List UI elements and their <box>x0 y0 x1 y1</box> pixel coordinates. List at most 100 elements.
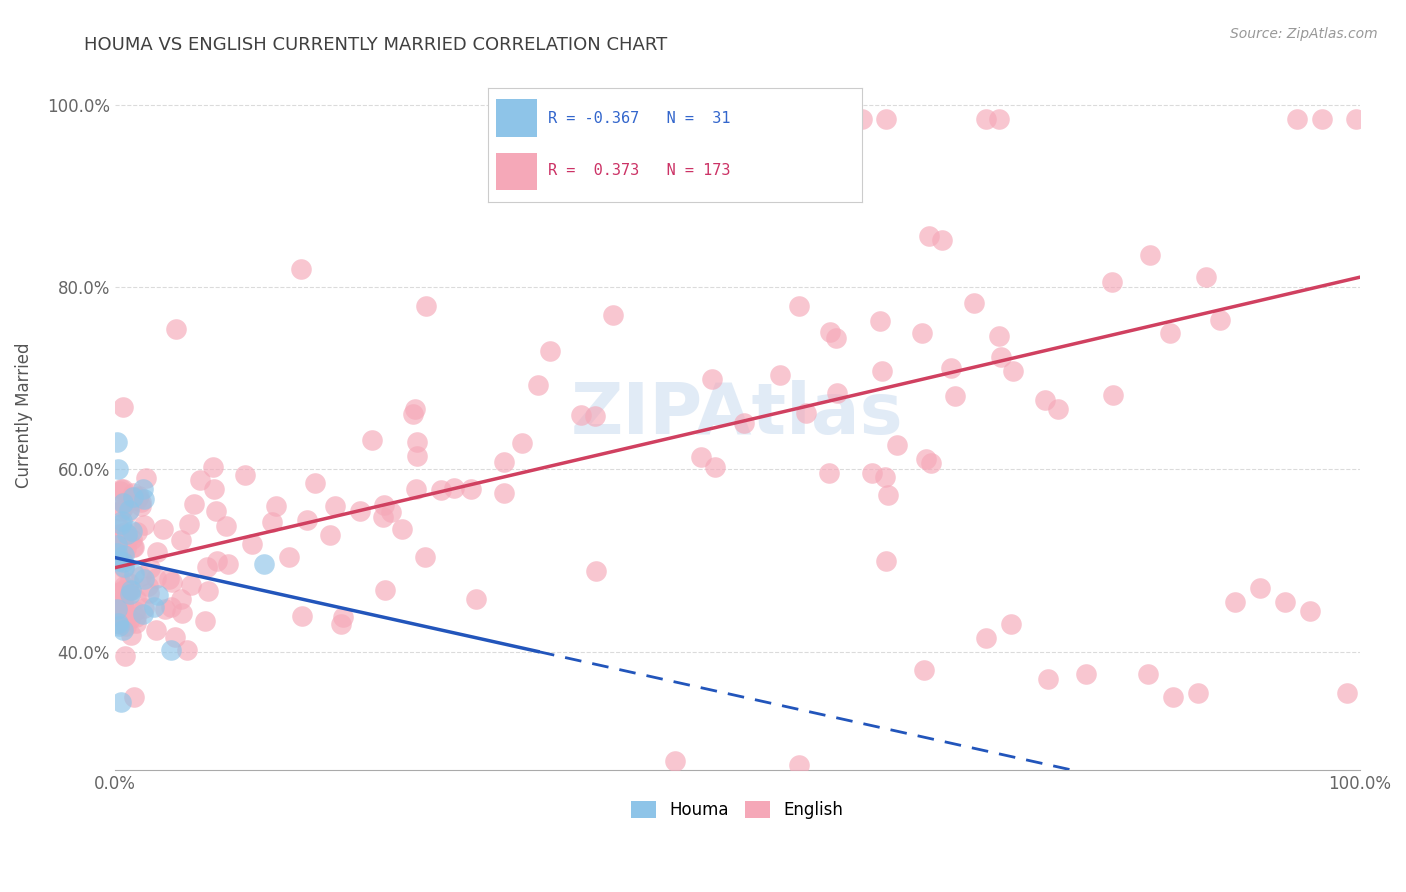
Point <box>145 571 167 585</box>
Point <box>111 482 134 496</box>
Point <box>111 599 134 614</box>
Point <box>912 663 935 677</box>
Point <box>138 560 160 574</box>
Point <box>153 602 176 616</box>
Point <box>112 600 135 615</box>
Point <box>1344 112 1367 126</box>
Point <box>135 471 157 485</box>
Point <box>112 559 135 574</box>
Point <box>117 505 139 519</box>
Point <box>295 513 318 527</box>
Point <box>1038 672 1060 686</box>
Point <box>105 435 128 450</box>
Point <box>176 642 198 657</box>
Point <box>918 229 941 244</box>
Point <box>1336 685 1358 699</box>
Point <box>824 331 846 345</box>
Point <box>132 607 155 622</box>
Point <box>105 538 128 552</box>
Point <box>115 619 138 633</box>
Point <box>143 600 166 615</box>
Point <box>127 525 149 540</box>
Point <box>108 608 131 623</box>
Point <box>163 630 186 644</box>
Point <box>886 438 908 452</box>
Y-axis label: Currently Married: Currently Married <box>15 342 32 488</box>
Point <box>1159 326 1181 340</box>
Point <box>124 567 146 582</box>
Point <box>114 649 136 664</box>
Point <box>125 591 148 606</box>
Point <box>304 476 326 491</box>
Point <box>1139 247 1161 261</box>
Point <box>963 296 986 310</box>
Point <box>205 554 228 568</box>
Point <box>291 608 314 623</box>
Point <box>329 617 352 632</box>
Point <box>464 591 486 606</box>
Point <box>240 537 263 551</box>
Point <box>1249 581 1271 595</box>
Point <box>664 754 686 768</box>
Point <box>121 524 143 538</box>
Point <box>107 615 129 630</box>
Point <box>110 504 132 518</box>
Point <box>1000 617 1022 632</box>
Point <box>111 551 134 566</box>
Point <box>413 549 436 564</box>
Point <box>391 521 413 535</box>
Point <box>1187 685 1209 699</box>
Point <box>860 467 883 481</box>
Point <box>170 606 193 620</box>
Point <box>197 583 219 598</box>
Point <box>460 482 482 496</box>
Point <box>215 519 238 533</box>
Point <box>361 434 384 448</box>
Point <box>405 450 427 464</box>
Point <box>111 514 134 528</box>
Point <box>380 505 402 519</box>
Point <box>117 532 139 546</box>
Point <box>120 490 142 504</box>
Point <box>124 609 146 624</box>
Point <box>703 459 725 474</box>
Point <box>108 527 131 541</box>
Point <box>111 595 134 609</box>
Point <box>875 470 897 484</box>
Point <box>538 344 561 359</box>
Point <box>585 564 607 578</box>
Point <box>1310 112 1333 126</box>
Point <box>794 406 817 420</box>
Point <box>939 360 962 375</box>
Point <box>974 112 997 126</box>
Point <box>876 112 898 126</box>
Point <box>134 492 156 507</box>
Point <box>205 504 228 518</box>
Point <box>152 522 174 536</box>
Point <box>990 350 1012 364</box>
Point <box>194 614 217 628</box>
Point <box>734 416 756 430</box>
Point <box>406 435 429 450</box>
Point <box>125 615 148 630</box>
Point <box>869 314 891 328</box>
Point <box>170 591 193 606</box>
Point <box>915 452 938 467</box>
Point <box>138 586 160 600</box>
Point <box>108 529 131 543</box>
Point <box>112 579 135 593</box>
Point <box>125 492 148 507</box>
Point <box>1102 388 1125 402</box>
Point <box>769 368 792 382</box>
Point <box>122 486 145 500</box>
Point <box>789 298 811 312</box>
Point <box>325 500 347 514</box>
Point <box>127 491 149 505</box>
Point <box>818 467 841 481</box>
Point <box>114 524 136 539</box>
Point <box>202 482 225 496</box>
Point <box>402 407 425 421</box>
Point <box>1046 402 1069 417</box>
Point <box>911 326 934 340</box>
Text: Source: ZipAtlas.com: Source: ZipAtlas.com <box>1230 27 1378 41</box>
